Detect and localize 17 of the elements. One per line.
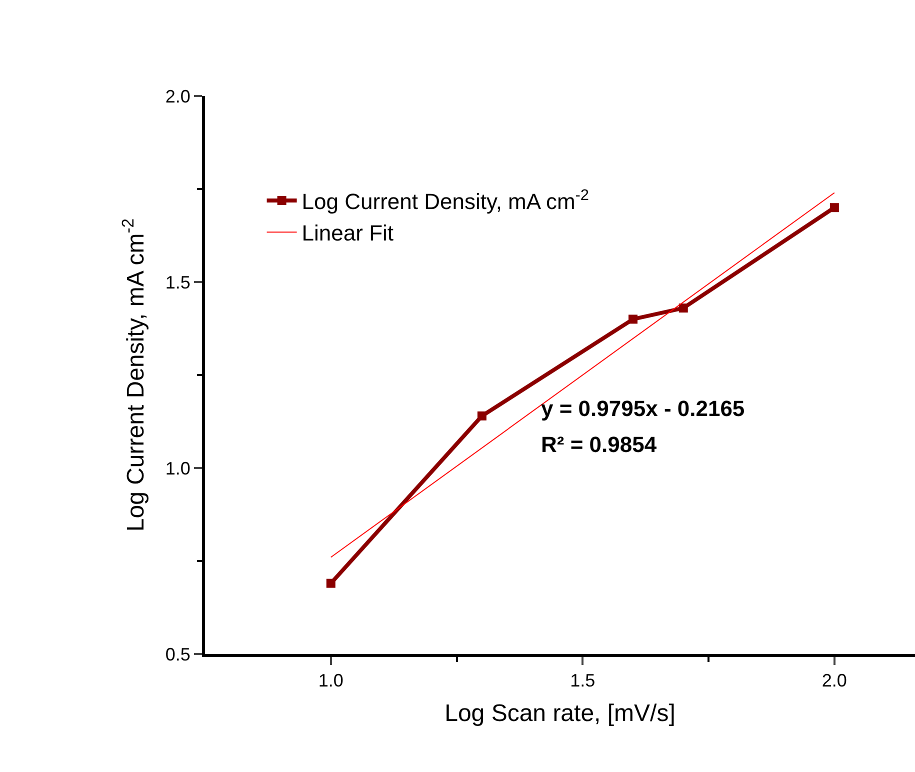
x-tick-label: 2.0 bbox=[822, 670, 847, 691]
y-tick-label: 0.5 bbox=[165, 644, 190, 664]
point bbox=[477, 411, 486, 420]
point bbox=[830, 203, 839, 212]
y-tick-label: 1.0 bbox=[165, 458, 190, 478]
point bbox=[678, 304, 688, 313]
y-tick-label: 1.5 bbox=[165, 272, 190, 292]
point bbox=[628, 314, 638, 324]
x-tick-label: 1.5 bbox=[570, 670, 596, 691]
x-tick-label: 1.0 bbox=[318, 670, 344, 691]
y-tick-label: 2.0 bbox=[165, 86, 190, 106]
legend-label: Log Current Density, mA cm$^{-2}$ bbox=[302, 186, 589, 214]
point bbox=[326, 578, 336, 588]
annotation: y = 0.9795x - 0.2165 bbox=[541, 396, 745, 421]
annotation: R² = 0.9854 bbox=[541, 432, 658, 457]
x-axis-title: Log Scan rate, [mV/s] bbox=[444, 700, 676, 727]
legend-label: Linear Fit bbox=[302, 220, 394, 246]
